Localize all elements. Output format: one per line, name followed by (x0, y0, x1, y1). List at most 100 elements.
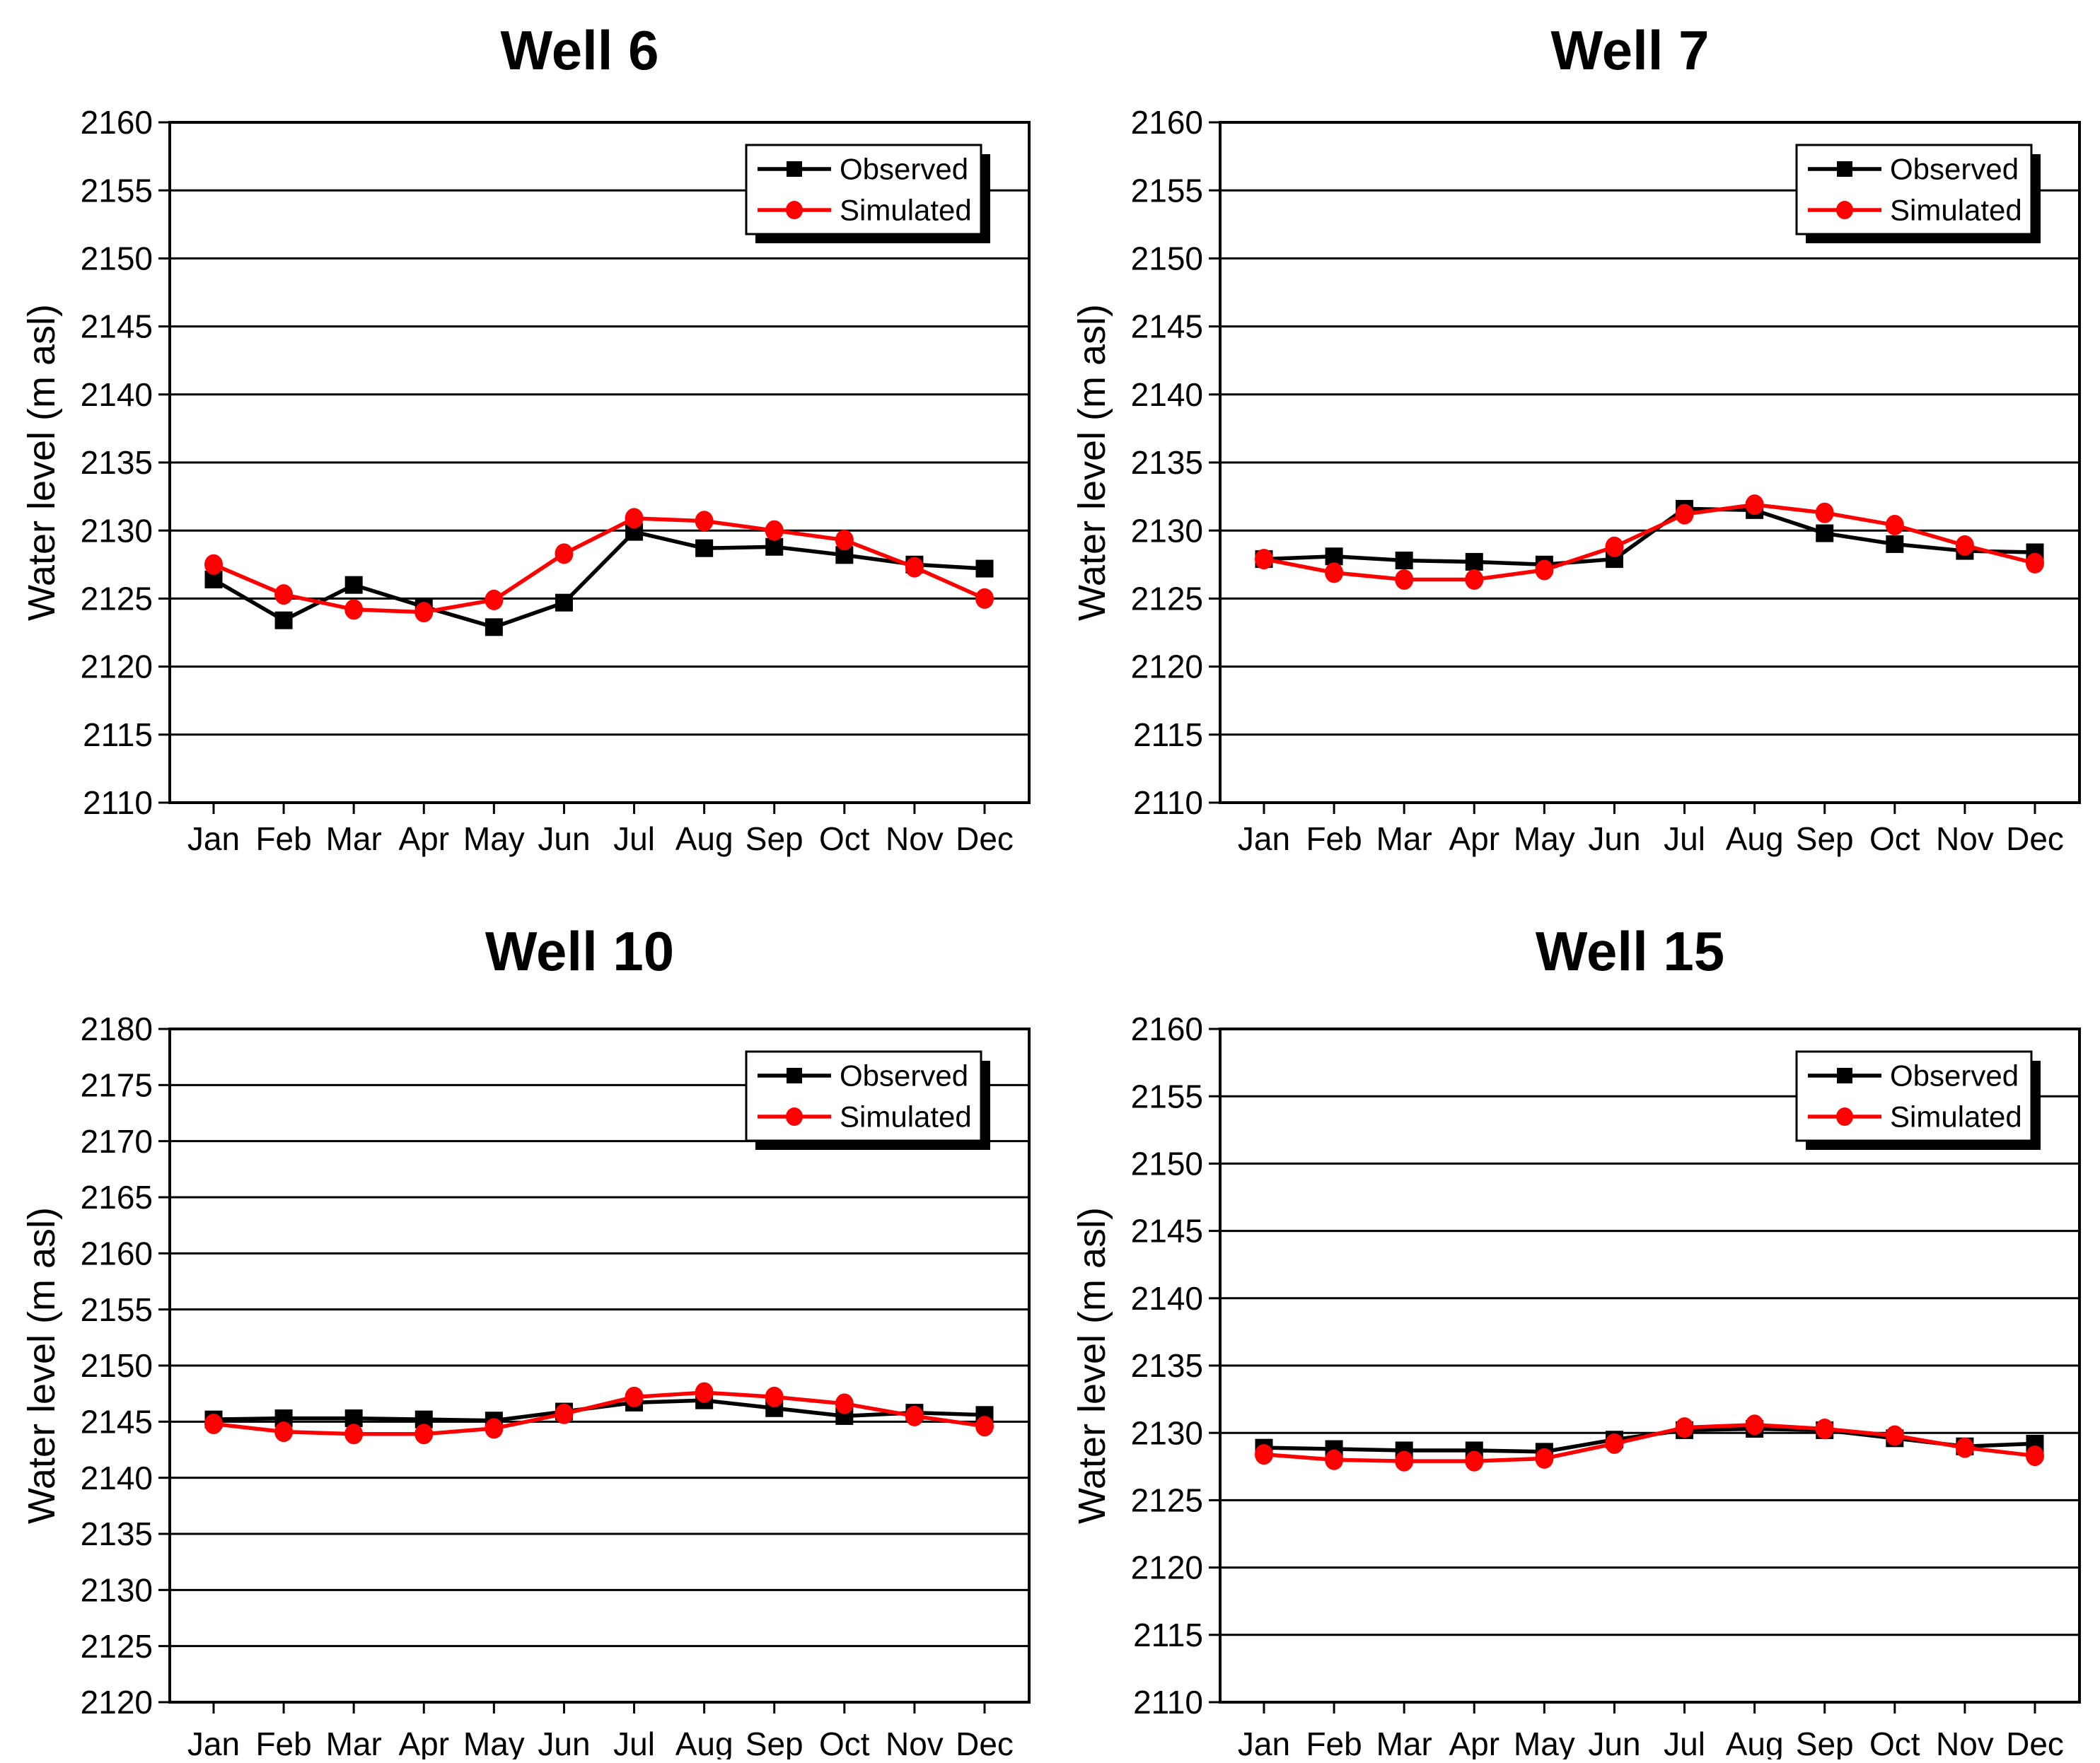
legend: Observed Simulated (1795, 1050, 2041, 1150)
observed-marker (1395, 552, 1413, 570)
simulated-marker (765, 520, 784, 541)
chart-panel-well-7: Well 7 Water level (m asl) 2110 2115 2120 212… (1050, 0, 2100, 880)
simulated-series-line (212, 516, 986, 615)
x-tick-label: May (463, 1726, 525, 1759)
simulated-marker (344, 599, 364, 620)
x-tick-label: Sep (1796, 1726, 1854, 1759)
legend-observed-marker (1837, 161, 1852, 177)
y-tick-label: 2110 (1133, 784, 1203, 821)
plot-area (168, 1028, 1031, 1704)
y-tick-label: 2145 (81, 1403, 153, 1440)
simulated-marker (625, 508, 644, 529)
x-tick-label: Sep (746, 820, 804, 857)
x-tick-label: Feb (255, 820, 311, 857)
simulated-marker (344, 1424, 364, 1445)
y-tick-label: 2145 (1131, 1213, 1203, 1250)
chart-title: Well 10 (485, 920, 674, 982)
legend-simulated-label: Simulated (1890, 194, 2022, 227)
observed-marker (1886, 535, 1904, 553)
y-tick-label: 2115 (83, 716, 153, 753)
y-tick-label: 2155 (81, 172, 153, 209)
x-tick-label: Aug (1726, 820, 1784, 857)
simulated-marker (1955, 1437, 1974, 1458)
y-tick-label: 2160 (81, 104, 153, 141)
simulated-series-line (1263, 1423, 2036, 1463)
simulated-marker (2026, 552, 2044, 574)
legend-simulated-marker (1836, 1107, 1853, 1126)
x-tick-label: Feb (1306, 1726, 1362, 1759)
legend-observed-label: Observed (840, 1059, 968, 1093)
chart-title: Well 7 (1551, 19, 1710, 81)
simulated-marker (1465, 1450, 1484, 1472)
x-tick-label: Apr (1449, 1726, 1499, 1759)
y-tick-label: 2145 (81, 308, 153, 345)
y-tick-label: 2170 (81, 1123, 153, 1160)
simulated-marker (274, 1421, 294, 1443)
x-tick-label: Jul (613, 1726, 655, 1759)
simulated-marker (1745, 1414, 1764, 1436)
chart-canvas-well-6: Well 6 Water level (m asl) 2110 2115 2120 212… (21, 19, 1031, 857)
y-tick-label: 2160 (81, 1235, 153, 1272)
legend-box (745, 1050, 982, 1142)
y-tick-label: 2130 (1131, 1414, 1203, 1451)
x-tick-label: Oct (819, 1726, 870, 1759)
x-tick-label: Dec (956, 820, 1014, 857)
y-tick-label: 2150 (81, 1347, 153, 1384)
x-tick-label: Jul (613, 820, 655, 857)
chart-title: Well 6 (501, 19, 659, 81)
simulated-marker (625, 1386, 644, 1407)
observed-marker (695, 539, 714, 557)
x-tick-label: Jan (1238, 820, 1290, 857)
legend-observed-marker (787, 1068, 802, 1083)
y-tick-label: 2130 (1131, 512, 1203, 549)
observed-marker (975, 559, 994, 578)
simulated-marker (975, 588, 994, 609)
x-tick-label: Nov (886, 1726, 944, 1759)
y-tick-label: 2120 (81, 1684, 153, 1721)
chart-panel-well-15: Well 15 Water level (m asl) 2110 2115 2120 21… (1050, 880, 2100, 1762)
observed-marker (1465, 552, 1483, 571)
chart-title: Well 15 (1536, 920, 1724, 982)
simulated-marker (975, 1416, 994, 1437)
y-tick-label: 2150 (81, 240, 153, 277)
x-tick-label: Feb (1306, 820, 1362, 857)
y-tick-label: 2160 (1131, 104, 1203, 141)
x-tick-label: Oct (1869, 1726, 1920, 1759)
x-tick-label: Nov (1936, 820, 1994, 857)
x-tick-label: May (1514, 1726, 1575, 1759)
observed-series-line (213, 1398, 985, 1423)
chart-panel-well-10: Well 10 Water level (m asl) 2120 2125 2130 21… (0, 880, 1050, 1762)
x-tick-label: Feb (255, 1726, 311, 1759)
x-tick-label: Jan (187, 1726, 240, 1759)
y-tick-label: 2135 (1131, 444, 1203, 481)
x-tick-label: Nov (1936, 1726, 1994, 1759)
simulated-marker (1255, 549, 1273, 570)
observed-marker (1325, 547, 1343, 566)
y-tick-label: 2155 (81, 1291, 153, 1328)
observed-series-line (212, 530, 985, 629)
x-tick-label: Mar (326, 1726, 382, 1759)
y-tick-label: 2160 (1131, 1011, 1203, 1047)
x-tick-label: Aug (1726, 1726, 1784, 1759)
x-tick-label: Apr (1449, 820, 1499, 857)
y-tick-label: 2130 (81, 1571, 153, 1608)
simulated-marker (1745, 494, 1764, 516)
simulated-marker (1325, 562, 1344, 583)
simulated-marker (204, 1414, 223, 1435)
y-tick-label: 2120 (81, 648, 153, 685)
simulated-marker (1325, 1449, 1344, 1470)
simulated-marker (905, 1405, 924, 1426)
x-tick-label: Mar (1376, 1726, 1432, 1759)
y-tick-label: 2140 (81, 1460, 153, 1496)
simulated-marker (2026, 1445, 2044, 1467)
simulated-marker (1395, 1450, 1414, 1472)
observed-marker (344, 576, 363, 594)
y-tick-label: 2120 (1131, 1549, 1203, 1586)
y-tick-label: 2130 (81, 512, 153, 549)
chart-panel-well-6: Well 6 Water level (m asl) 2110 2115 2120 212… (0, 0, 1050, 880)
legend-observed-marker (1837, 1068, 1852, 1083)
plot-area (168, 121, 1031, 804)
x-tick-label: Aug (675, 820, 733, 857)
x-tick-label: Sep (1796, 820, 1854, 857)
